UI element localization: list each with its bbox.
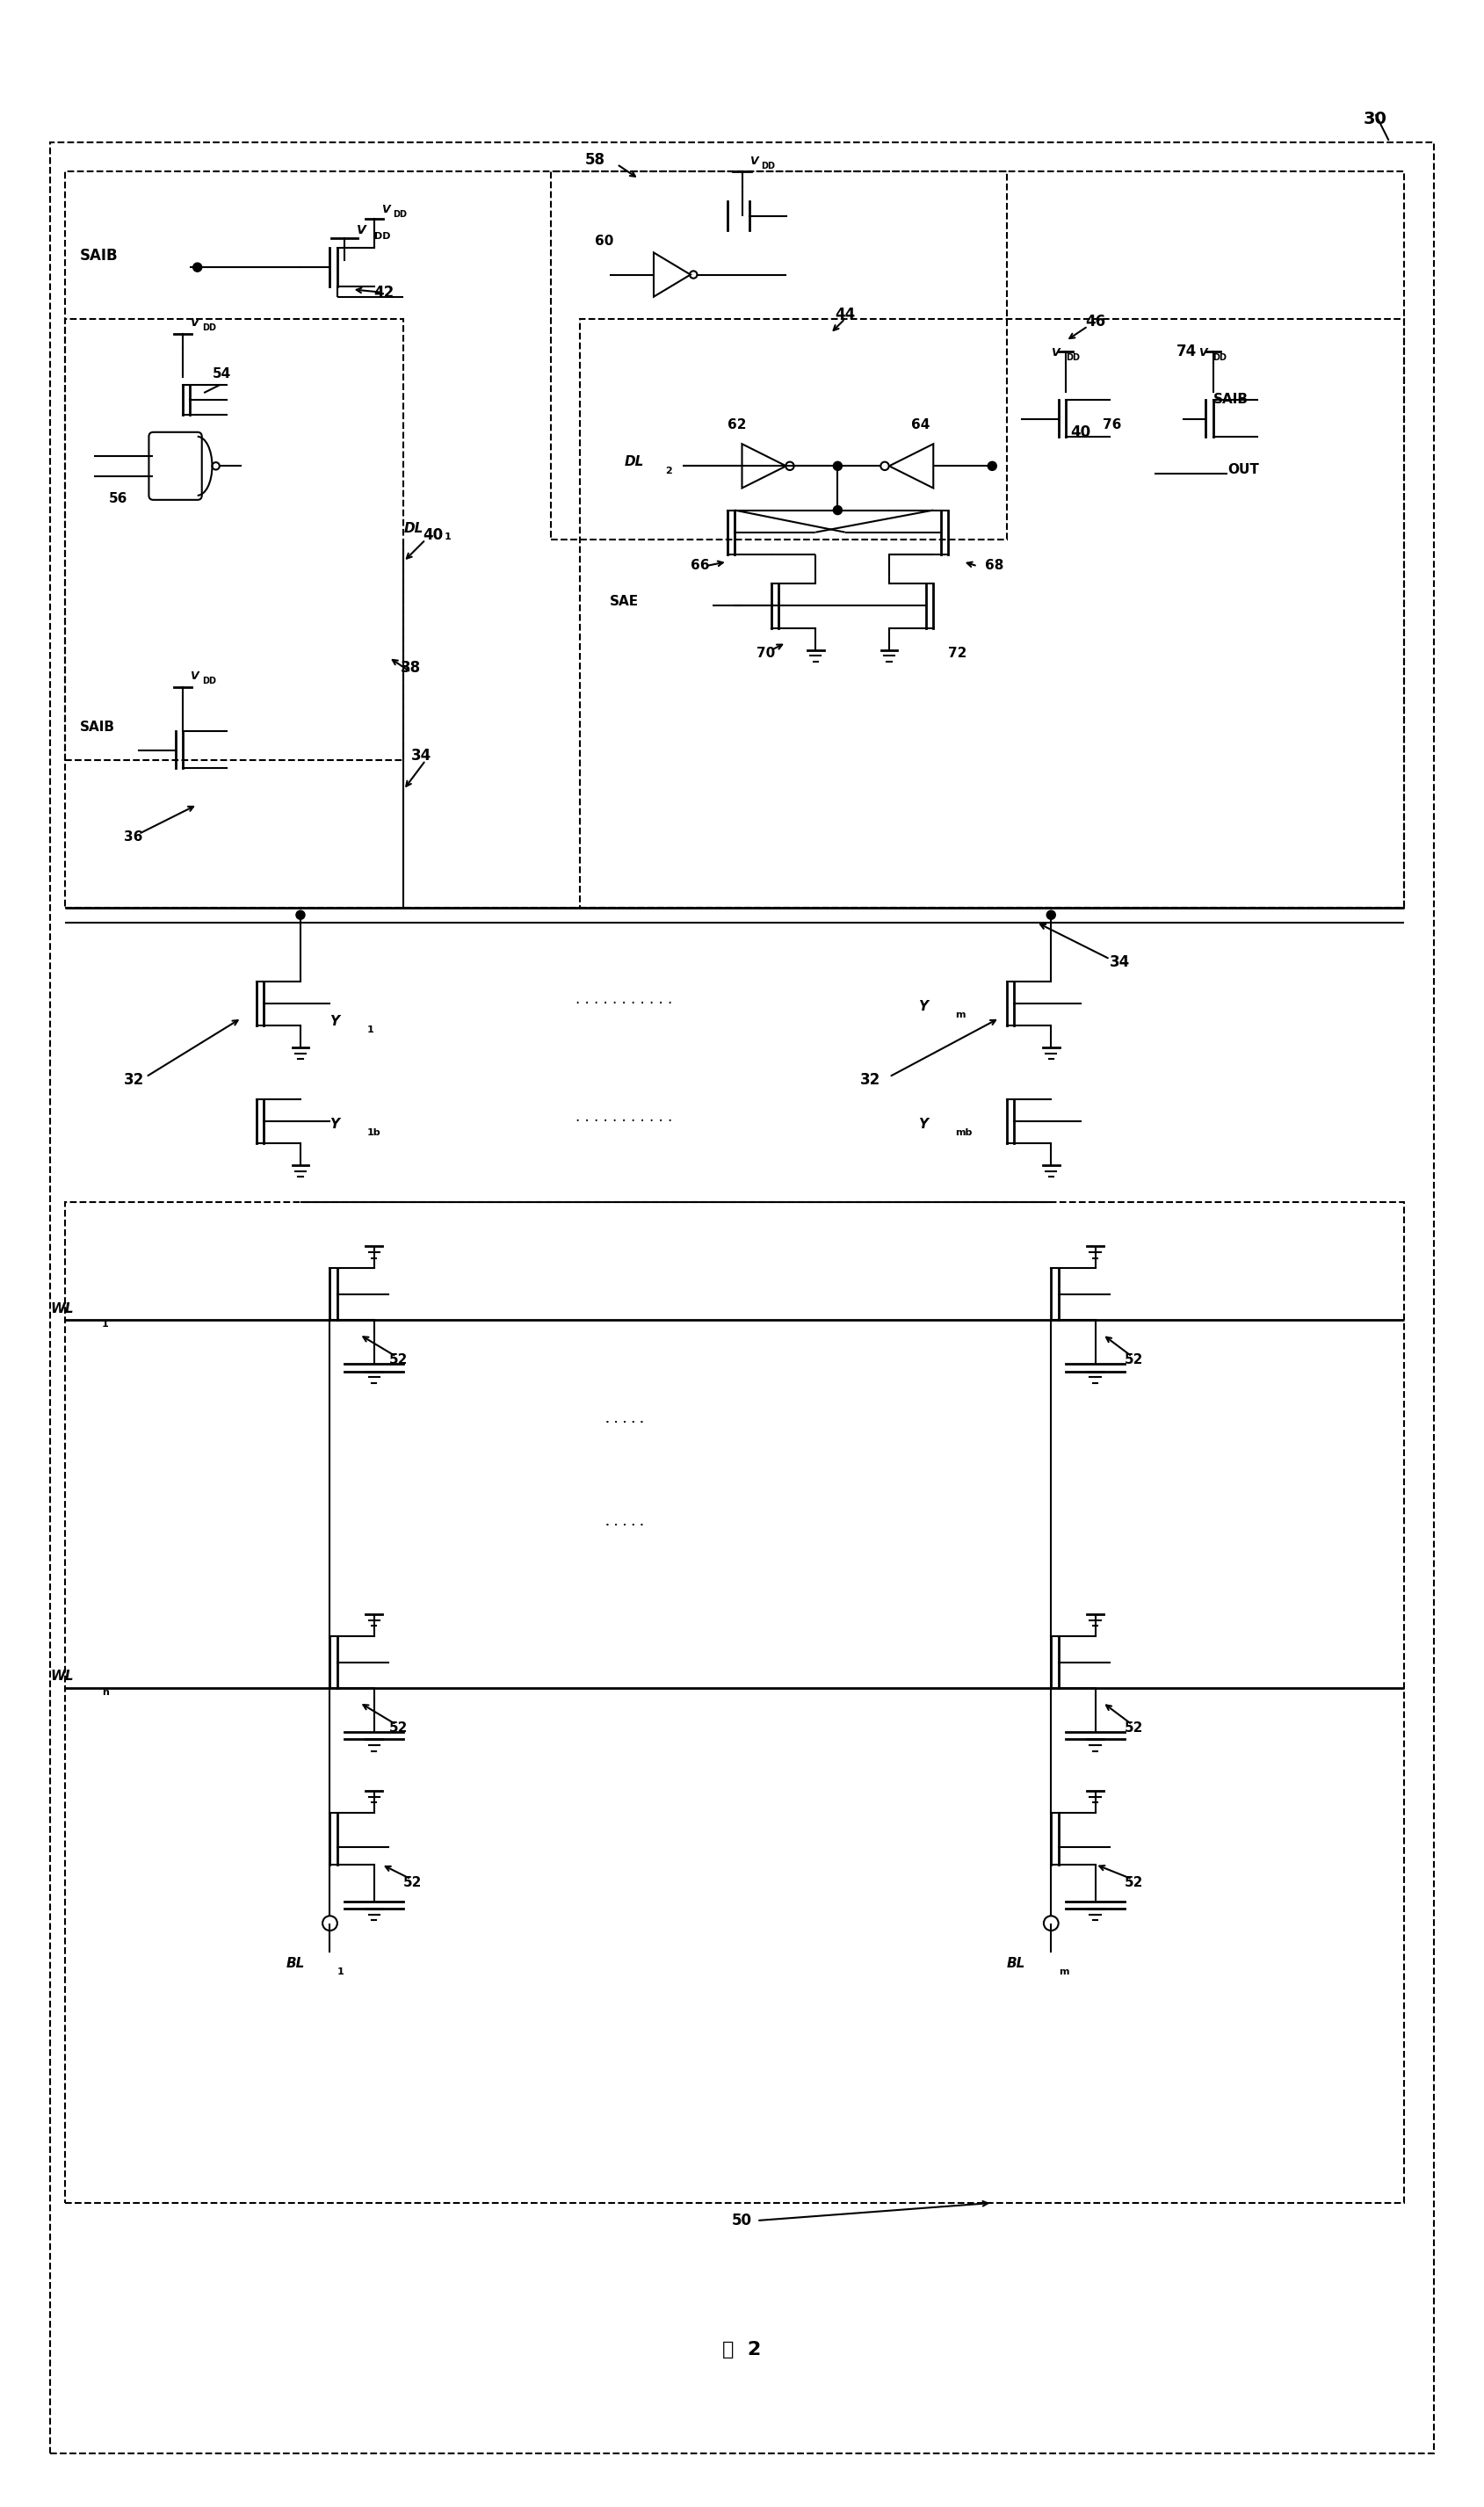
Text: 1: 1 bbox=[337, 1968, 344, 1976]
Text: 44: 44 bbox=[835, 306, 855, 323]
Text: 52: 52 bbox=[1125, 1875, 1144, 1890]
Text: 2: 2 bbox=[665, 466, 672, 476]
Text: m: m bbox=[956, 1010, 966, 1020]
Text: V: V bbox=[749, 155, 758, 168]
Text: 52: 52 bbox=[389, 1722, 408, 1735]
Text: . . . . .: . . . . . bbox=[605, 1514, 644, 1529]
Text: Y: Y bbox=[919, 1000, 929, 1013]
Text: 1: 1 bbox=[367, 1025, 374, 1035]
Text: 74: 74 bbox=[1177, 343, 1196, 359]
Text: 32: 32 bbox=[123, 1073, 144, 1088]
Text: 40: 40 bbox=[423, 526, 444, 544]
Text: Y: Y bbox=[329, 1015, 340, 1028]
Text: 图  2: 图 2 bbox=[723, 2342, 761, 2359]
Text: 38: 38 bbox=[401, 659, 421, 674]
Text: V: V bbox=[381, 203, 390, 216]
Text: DD: DD bbox=[393, 211, 407, 218]
Text: WL: WL bbox=[50, 1670, 74, 1682]
Text: 42: 42 bbox=[374, 283, 395, 301]
Text: 36: 36 bbox=[123, 830, 142, 845]
Text: 52: 52 bbox=[1125, 1722, 1144, 1735]
Text: 54: 54 bbox=[212, 366, 232, 381]
Text: 30: 30 bbox=[1364, 110, 1386, 128]
Text: 34: 34 bbox=[1110, 955, 1131, 970]
Text: 76: 76 bbox=[1103, 419, 1122, 431]
Text: Y: Y bbox=[329, 1118, 340, 1131]
Text: V: V bbox=[190, 672, 199, 682]
Text: 40: 40 bbox=[1070, 424, 1091, 441]
Circle shape bbox=[1046, 910, 1055, 920]
Text: DD: DD bbox=[1212, 353, 1227, 361]
Text: 56: 56 bbox=[110, 491, 128, 506]
Text: OUT: OUT bbox=[1227, 464, 1260, 476]
Text: DD: DD bbox=[202, 323, 215, 333]
Text: 1: 1 bbox=[445, 531, 451, 542]
Text: V: V bbox=[190, 318, 199, 328]
Text: 64: 64 bbox=[911, 419, 930, 431]
Text: V: V bbox=[1051, 346, 1060, 359]
Text: DD: DD bbox=[1066, 353, 1080, 361]
Text: DD: DD bbox=[761, 160, 775, 170]
Text: 1: 1 bbox=[102, 1321, 108, 1329]
Text: 50: 50 bbox=[732, 2214, 752, 2229]
Text: 52: 52 bbox=[389, 1354, 408, 1366]
Text: 52: 52 bbox=[404, 1875, 423, 1890]
Text: . . . . . . . . . . .: . . . . . . . . . . . bbox=[576, 1108, 672, 1126]
Text: V: V bbox=[356, 223, 367, 236]
Text: WL: WL bbox=[50, 1301, 74, 1316]
Text: 52: 52 bbox=[1125, 1354, 1144, 1366]
Text: DL: DL bbox=[625, 456, 644, 469]
FancyBboxPatch shape bbox=[148, 431, 202, 499]
Text: BL: BL bbox=[1008, 1958, 1025, 1971]
Text: 62: 62 bbox=[727, 419, 746, 431]
Text: BL: BL bbox=[286, 1958, 304, 1971]
Circle shape bbox=[833, 506, 841, 514]
Text: mb: mb bbox=[956, 1128, 972, 1138]
Text: SAIB: SAIB bbox=[1212, 394, 1248, 406]
Text: SAIB: SAIB bbox=[80, 720, 114, 735]
Text: 68: 68 bbox=[985, 559, 1003, 572]
Text: 66: 66 bbox=[690, 559, 709, 572]
Circle shape bbox=[988, 461, 997, 471]
Text: 70: 70 bbox=[757, 647, 775, 659]
Text: Y: Y bbox=[919, 1118, 929, 1131]
Text: . . . . .: . . . . . bbox=[605, 1514, 644, 1529]
Text: DL: DL bbox=[404, 521, 423, 534]
Circle shape bbox=[193, 263, 202, 271]
Text: 72: 72 bbox=[948, 647, 968, 659]
Text: SAE: SAE bbox=[610, 594, 638, 609]
Text: 46: 46 bbox=[1085, 313, 1106, 331]
Text: 34: 34 bbox=[411, 747, 432, 765]
Circle shape bbox=[833, 461, 841, 471]
Text: 32: 32 bbox=[859, 1073, 880, 1088]
Text: SAIB: SAIB bbox=[80, 248, 119, 263]
Circle shape bbox=[295, 910, 304, 920]
Text: DD: DD bbox=[374, 233, 390, 241]
Text: 60: 60 bbox=[595, 236, 613, 248]
Text: V: V bbox=[1198, 346, 1206, 359]
Text: m: m bbox=[1058, 1968, 1068, 1976]
Text: . . . . .: . . . . . bbox=[605, 1411, 644, 1426]
Text: . . . . .: . . . . . bbox=[605, 1411, 644, 1426]
Text: . . . . . . . . . . .: . . . . . . . . . . . bbox=[576, 990, 672, 1008]
Text: 1b: 1b bbox=[367, 1128, 380, 1138]
Text: 58: 58 bbox=[585, 153, 605, 168]
Text: DD: DD bbox=[202, 677, 215, 684]
Text: n: n bbox=[102, 1687, 108, 1697]
